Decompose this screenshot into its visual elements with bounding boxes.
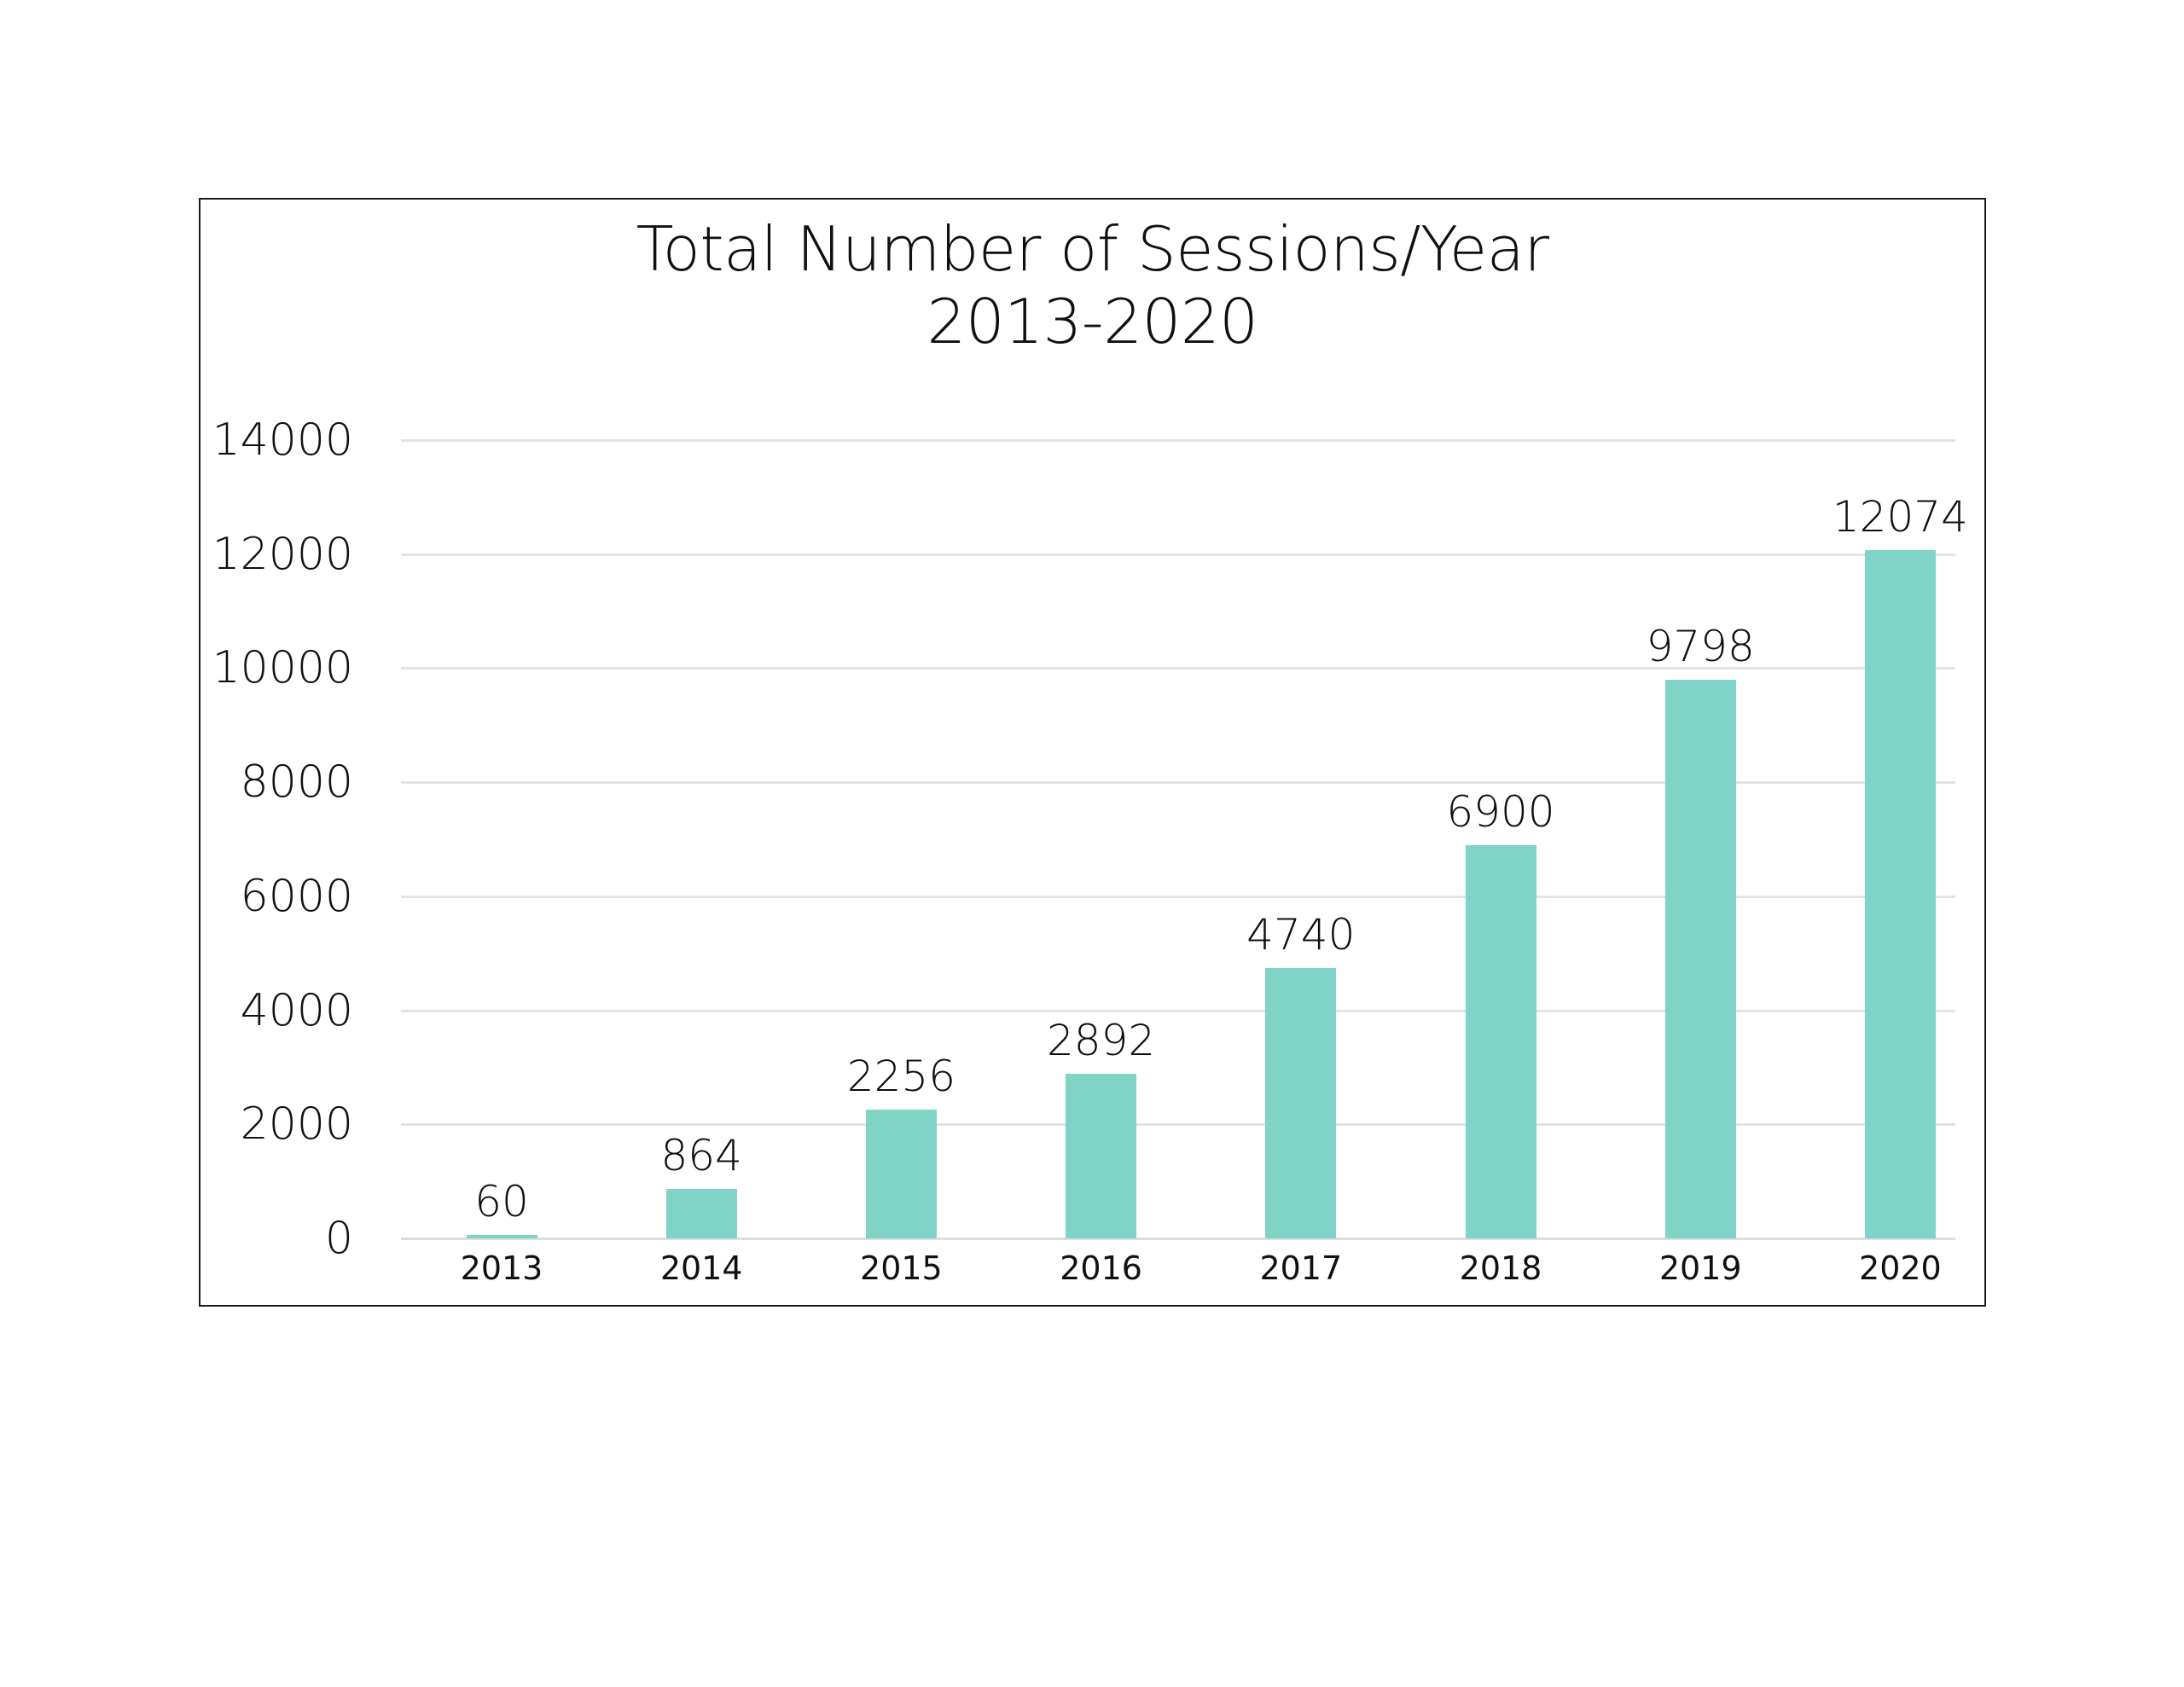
- bar-slot: 4740: [1246, 440, 1355, 1238]
- y-tick-label-6000: 6000: [240, 870, 353, 922]
- gridline-10000: [401, 667, 1955, 670]
- bar-2015[interactable]: [865, 1110, 937, 1238]
- x-tick-label-2016: 2016: [1060, 1249, 1142, 1287]
- x-tick-slot: 2016: [1060, 1238, 1142, 1298]
- x-tick-label-2014: 2014: [659, 1249, 743, 1287]
- y-tick-label-8000: 8000: [240, 757, 353, 809]
- x-axis: 2013 2014 2015 2016 2017 2018 2019 2020: [401, 1238, 1955, 1298]
- bar-slot: 60: [466, 440, 537, 1238]
- gridline-0: [401, 1238, 1955, 1240]
- chart-title-line-1: Total Number of Sessions/Year: [636, 213, 1549, 285]
- x-tick-slot: 2017: [1259, 1238, 1342, 1298]
- x-tick-slot: 2013: [461, 1238, 543, 1298]
- bar-value-label-2015: 2256: [846, 1052, 956, 1102]
- x-tick-label-2020: 2020: [1859, 1249, 1942, 1287]
- bar-slot: 864: [660, 440, 742, 1238]
- plot-area: 60 864 2256 2892 4740 6900 9798 12074: [401, 439, 1968, 1240]
- bar-slot: 6900: [1446, 440, 1555, 1238]
- bar-slot: 2892: [1047, 440, 1155, 1238]
- gridline-6000: [401, 895, 1955, 898]
- x-tick-slot: 2014: [660, 1238, 743, 1298]
- bar-value-label-2018: 6900: [1446, 786, 1555, 837]
- x-tick-slot: 2018: [1460, 1238, 1542, 1298]
- chart-title: Total Number of Sessions/Year 2013-2020: [200, 213, 1984, 358]
- x-tick-slot: 2015: [860, 1238, 943, 1298]
- bar-slot: 2256: [847, 440, 956, 1238]
- gridline-2000: [401, 1123, 1955, 1127]
- bar-2019[interactable]: [1664, 679, 1736, 1238]
- y-tick-label-12000: 12000: [212, 528, 353, 580]
- bar-2020[interactable]: [1864, 549, 1936, 1238]
- bar-slot: 12074: [1833, 440, 1968, 1238]
- bar-2017[interactable]: [1265, 968, 1337, 1238]
- y-tick-label-10000: 10000: [212, 642, 353, 694]
- y-tick-label-0: 0: [324, 1213, 353, 1264]
- x-tick-label-2019: 2019: [1658, 1249, 1742, 1287]
- y-tick-label-14000: 14000: [212, 415, 353, 466]
- gridline-14000: [401, 439, 1955, 442]
- bar-value-label-2017: 4740: [1246, 910, 1356, 960]
- x-tick-slot: 2020: [1859, 1238, 1942, 1298]
- bar-slot: 9798: [1647, 440, 1755, 1238]
- bar-value-label-2014: 864: [660, 1131, 742, 1181]
- bar-value-label-2020: 12074: [1832, 491, 1968, 542]
- x-tick-label-2018: 2018: [1459, 1249, 1542, 1287]
- x-tick-label-2013: 2013: [460, 1249, 543, 1287]
- y-axis: 0 2000 4000 6000 8000 10000 12000 14000: [200, 418, 353, 1261]
- bar-2014[interactable]: [665, 1189, 737, 1238]
- chart-title-line-2: 2013-2020: [926, 285, 1258, 357]
- gridline-4000: [401, 1009, 1955, 1012]
- chart-frame: Total Number of Sessions/Year 2013-2020 …: [199, 198, 1986, 1307]
- bar-2018[interactable]: [1465, 844, 1536, 1238]
- gridline-8000: [401, 781, 1955, 785]
- x-tick-label-2017: 2017: [1259, 1249, 1343, 1287]
- x-tick-label-2015: 2015: [860, 1249, 943, 1287]
- bar-value-label-2019: 9798: [1646, 621, 1755, 671]
- bar-value-label-2013: 60: [474, 1177, 529, 1226]
- y-tick-label-4000: 4000: [240, 984, 353, 1036]
- bar-2016[interactable]: [1066, 1073, 1137, 1238]
- y-tick-label-2000: 2000: [240, 1099, 353, 1151]
- bar-value-label-2016: 2892: [1046, 1015, 1156, 1065]
- bar-2013[interactable]: [466, 1235, 537, 1238]
- x-tick-slot: 2019: [1659, 1238, 1742, 1298]
- gridline-12000: [401, 553, 1955, 556]
